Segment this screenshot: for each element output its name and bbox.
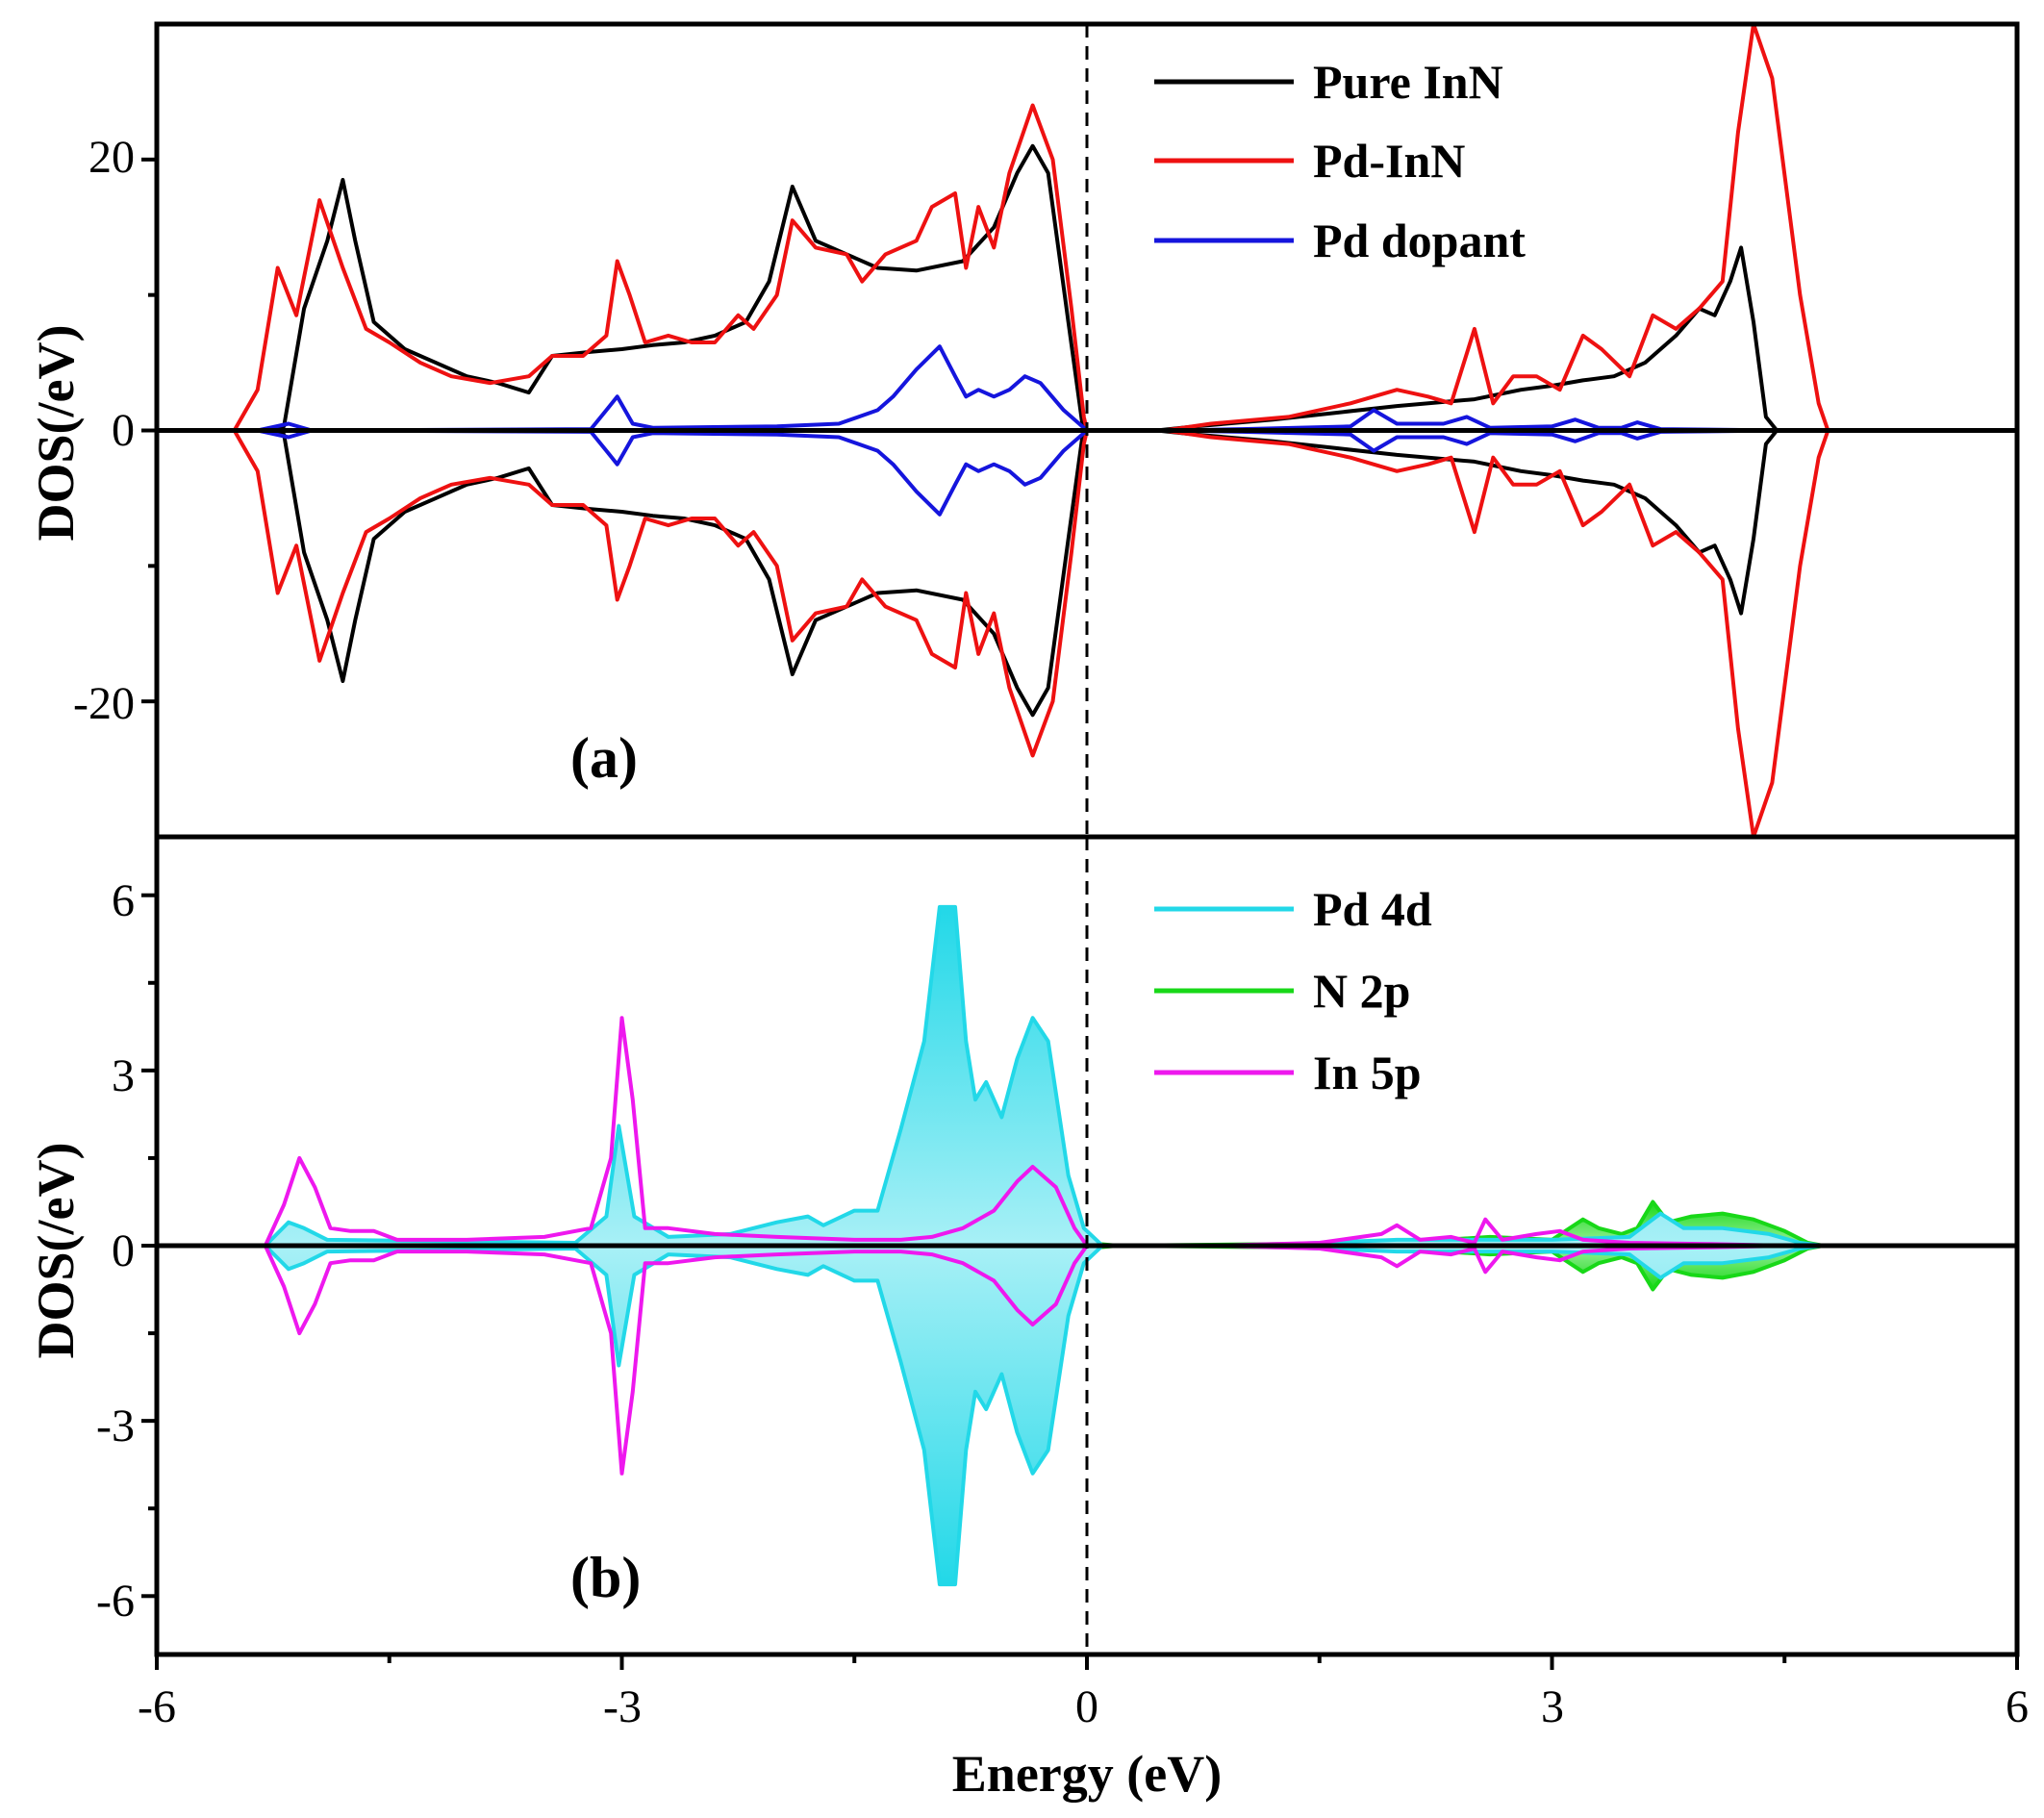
panel-b-ytick-label: -6: [96, 1576, 135, 1627]
legend-label-pd-4d: Pd 4d: [1313, 882, 1432, 936]
panel-a-series: [232, 24, 1839, 837]
legend-label-n-2p: N 2p: [1313, 964, 1410, 1018]
panel-a-ytick-label: -20: [73, 678, 135, 729]
x-axis-title: Energy (eV): [952, 1745, 1222, 1803]
axis-ticks: [141, 157, 2019, 1670]
xtick-label: 0: [1075, 1681, 1098, 1732]
legend-label-pd-dopant: Pd dopant: [1313, 214, 1526, 267]
series-line-down-in_5p: [263, 1244, 1785, 1476]
series-line-up-pure_inn: [257, 143, 1785, 433]
panel-b-ytick-label: 0: [112, 1225, 135, 1276]
panel-b-ytick-label: -3: [96, 1401, 135, 1452]
panel-a-plot-area: [157, 24, 2017, 837]
series-line-up-pd_inn: [232, 24, 1839, 433]
panel-b-label: (b): [570, 1546, 641, 1609]
panel-a-ytick-label: 0: [112, 405, 135, 456]
xtick-label: 3: [1541, 1681, 1564, 1732]
panel-a-label: (a): [570, 726, 638, 790]
panel-a-y-axis-title: DOS(/eV): [27, 325, 85, 542]
legend-label-pure-inn: Pure InN: [1313, 55, 1503, 109]
series-line-down-pure_inn: [257, 428, 1785, 718]
xtick-label: -6: [138, 1681, 176, 1732]
series-line-down-pd_dopant: [257, 428, 1785, 517]
series-line-up-in_5p: [263, 1016, 1785, 1248]
panel-b-ytick-label: 3: [112, 1050, 135, 1101]
series-line-up-pd_dopant: [257, 344, 1785, 433]
panel-b-plot-area: [157, 837, 2017, 1654]
panel-a-legend: Pure InN Pd-InN Pd dopant: [1154, 55, 1526, 267]
panel-a-ytick-label: 20: [88, 132, 135, 183]
legend-label-pd-inn: Pd-InN: [1313, 134, 1465, 188]
panel-b-legend: Pd 4d N 2p In 5p: [1154, 882, 1432, 1099]
panel-b-y-axis-title: DOS(/eV): [27, 1143, 85, 1359]
series-line-down-pd_inn: [232, 428, 1839, 837]
panel-b-ytick-label: 6: [112, 875, 135, 926]
legend-label-in-5p: In 5p: [1313, 1046, 1422, 1099]
xtick-label: -3: [603, 1681, 642, 1732]
xtick-label: 6: [2006, 1681, 2029, 1732]
